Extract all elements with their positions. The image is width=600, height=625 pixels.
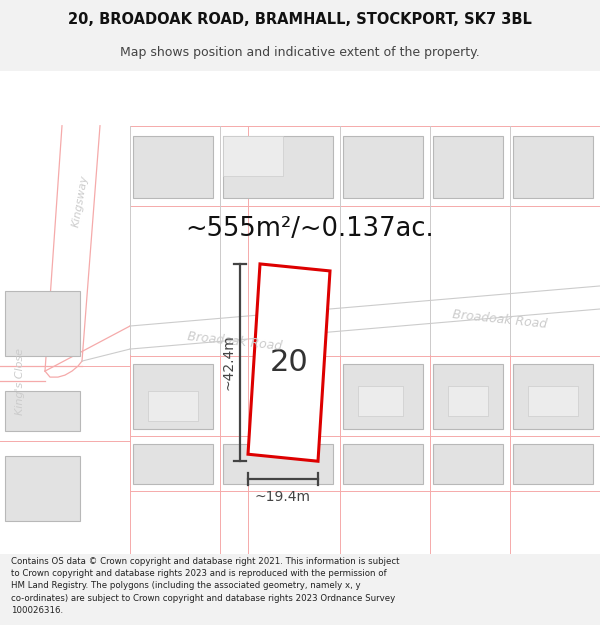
Bar [133,444,213,484]
Bar [343,136,423,198]
Text: Contains OS data © Crown copyright and database right 2021. This information is : Contains OS data © Crown copyright and d… [11,558,400,615]
Text: 20: 20 [269,348,308,377]
Bar [343,364,423,429]
Bar [358,386,403,416]
Bar [528,386,578,416]
Bar [133,136,213,198]
Bar [343,444,423,484]
Bar [148,391,198,421]
Text: Broadoak Road: Broadoak Road [187,329,283,352]
Text: Broadoak Road: Broadoak Road [452,308,548,331]
Polygon shape [130,286,600,351]
Bar [5,391,80,431]
Polygon shape [248,264,330,461]
Bar [513,136,593,198]
Bar [223,444,333,484]
Bar [513,364,593,429]
Bar [513,444,593,484]
Text: Map shows position and indicative extent of the property.: Map shows position and indicative extent… [120,46,480,59]
Text: 20, BROADOAK ROAD, BRAMHALL, STOCKPORT, SK7 3BL: 20, BROADOAK ROAD, BRAMHALL, STOCKPORT, … [68,12,532,28]
Bar [133,364,213,429]
Text: King's Close: King's Close [15,348,25,414]
Bar [433,136,503,198]
Text: Kingsway: Kingsway [70,174,89,228]
Bar [448,386,488,416]
Bar [223,136,333,198]
Polygon shape [0,351,130,391]
Text: ~555m²/~0.137ac.: ~555m²/~0.137ac. [185,216,434,242]
Bar [223,136,283,176]
Bar [5,456,80,521]
Polygon shape [100,126,600,146]
Bar [433,444,503,484]
Polygon shape [40,126,100,361]
Text: ~42.4m: ~42.4m [221,335,235,391]
Text: ~19.4m: ~19.4m [255,490,311,504]
Bar [5,291,80,356]
Bar [433,364,503,429]
